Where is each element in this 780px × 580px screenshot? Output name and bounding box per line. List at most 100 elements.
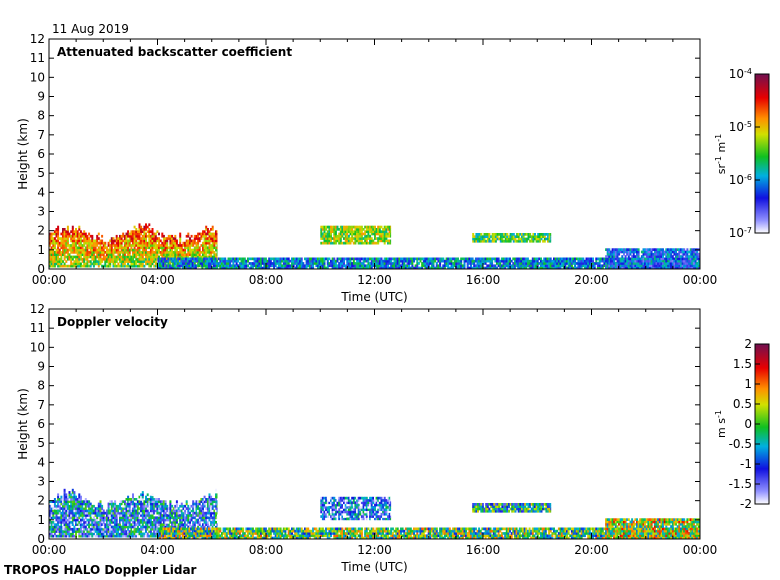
heatmap-cell (470, 259, 472, 263)
heatmap-cell (110, 527, 113, 531)
heatmap-cell (79, 500, 82, 503)
heatmap-cell (325, 234, 328, 238)
heatmap-cell (605, 262, 608, 265)
heatmap-cell (115, 514, 118, 517)
heatmap-cell (50, 251, 53, 254)
heatmap-cell (271, 264, 274, 268)
heatmap-cell (417, 262, 420, 265)
heatmap-cell (53, 502, 56, 506)
heatmap-cell (206, 259, 209, 263)
heatmap-cell (647, 266, 650, 269)
heatmap-cell (138, 264, 141, 268)
heatmap-cell (115, 234, 118, 238)
heatmap-cell (675, 266, 677, 269)
heatmap-cell (383, 241, 386, 245)
heatmap-cell (63, 246, 66, 250)
heatmap-cell (694, 252, 697, 256)
heatmap-cell (216, 239, 218, 243)
heatmap-cell (424, 257, 427, 261)
heatmap-cell (681, 252, 684, 256)
heatmap-cell (115, 248, 118, 252)
heatmap-cell (143, 502, 146, 506)
heatmap-cell (146, 521, 149, 524)
heatmap-cell (96, 514, 99, 517)
heatmap-cell (140, 253, 143, 256)
heatmap-cell (360, 228, 363, 231)
heatmap-cell (258, 264, 261, 268)
heatmap-cell (193, 248, 196, 252)
heatmap-cell (76, 498, 79, 501)
heatmap-cell (215, 239, 217, 243)
heatmap-cell (146, 225, 149, 229)
heatmap-cell (185, 239, 188, 243)
heatmap-cell (369, 264, 372, 268)
heatmap-cell (133, 523, 136, 526)
heatmap-cell (334, 230, 337, 233)
heatmap-cell (112, 262, 115, 266)
heatmap-cell (68, 525, 71, 529)
heatmap-cell (115, 525, 118, 529)
heatmap-cell (432, 266, 435, 269)
heatmap-cell (112, 511, 115, 515)
heatmap-cell (192, 241, 195, 245)
heatmap-cell (88, 527, 91, 531)
heatmap-cell (321, 259, 324, 263)
heatmap-cell (413, 259, 415, 263)
heatmap-cell (652, 252, 655, 256)
backscatter-colorbar-ticks: 10-410-510-610-7 (729, 67, 760, 240)
heatmap-cell (614, 264, 617, 268)
heatmap-cell (507, 266, 510, 269)
heatmap-cell (172, 237, 175, 240)
heatmap-cell (579, 257, 581, 261)
heatmap-cell (66, 257, 69, 261)
heatmap-cell (662, 250, 664, 254)
heatmap-cell (671, 248, 674, 251)
heatmap-cell (75, 523, 77, 526)
heatmap-cell (189, 237, 191, 240)
heatmap-cell (344, 232, 347, 236)
heatmap-cell (330, 228, 332, 231)
heatmap-cell (57, 521, 60, 524)
heatmap-cell (385, 230, 388, 233)
heatmap-cell (88, 232, 91, 236)
heatmap-cell (57, 257, 60, 261)
heatmap-cell (232, 264, 235, 268)
heatmap-cell (660, 264, 663, 268)
heatmap-cell (261, 262, 264, 265)
heatmap-cell (320, 237, 323, 240)
heatmap-cell (572, 257, 575, 261)
heatmap-cell (391, 264, 394, 268)
heatmap-cell (582, 262, 585, 265)
heatmap-cell (645, 264, 648, 268)
heatmap-cell (112, 253, 115, 256)
heatmap-cell (151, 495, 154, 499)
heatmap-cell (624, 257, 627, 261)
heatmap-cell (356, 259, 359, 263)
heatmap-cell (273, 262, 276, 265)
heatmap-cell (158, 500, 160, 503)
heatmap-cell (148, 262, 151, 266)
heatmap-cell (499, 237, 502, 241)
heatmap-cell (88, 525, 91, 529)
heatmap-cell (104, 525, 107, 529)
heatmap-cell (365, 228, 368, 231)
heatmap-cell (531, 257, 534, 261)
heatmap-cell (146, 246, 149, 250)
heatmap-cell (52, 530, 55, 533)
heatmap-cell (356, 234, 359, 238)
heatmap-cell (310, 262, 313, 265)
heatmap-cell (177, 255, 180, 259)
heatmap-cell (132, 498, 134, 501)
heatmap-cell (57, 262, 60, 266)
heatmap-cell (109, 248, 112, 252)
heatmap-cell (624, 255, 627, 258)
heatmap-cell (313, 259, 316, 263)
heatmap-cell (387, 239, 389, 243)
heatmap-cell (323, 234, 326, 238)
heatmap-cell (211, 259, 214, 263)
heatmap-cell (411, 264, 414, 268)
heatmap-cell (65, 232, 68, 236)
heatmap-cell (73, 244, 76, 247)
heatmap-cell (626, 266, 629, 269)
heatmap-cell (282, 259, 285, 263)
